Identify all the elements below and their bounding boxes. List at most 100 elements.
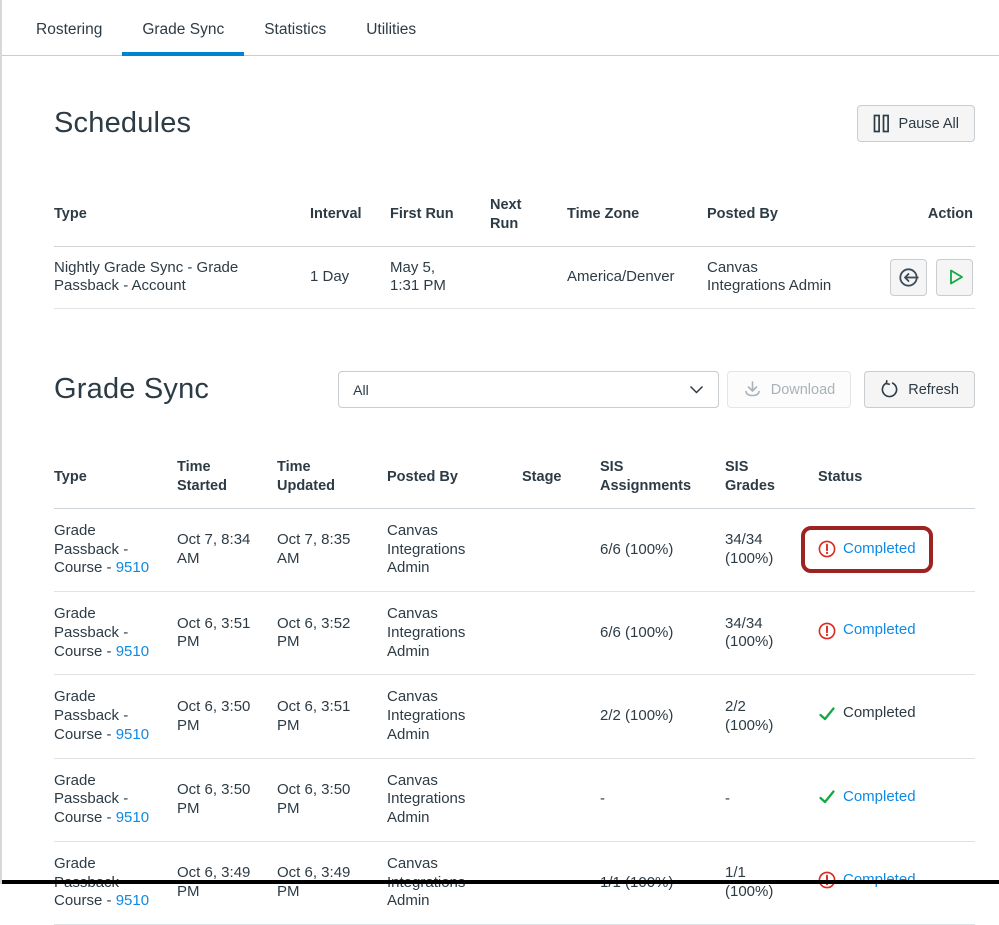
sync-type-text: Grade Passback - Course - xyxy=(54,521,129,577)
alert-icon xyxy=(818,540,836,558)
refresh-icon xyxy=(880,380,899,399)
time-updated: Oct 6, 3:50 PM xyxy=(277,758,387,842)
download-icon xyxy=(743,380,762,399)
col-header-posted-by: Posted By xyxy=(707,184,862,247)
stage xyxy=(522,591,600,676)
col-header-next-run: Next Run xyxy=(490,184,567,247)
sync-type: Grade Passback - Course - 9510 xyxy=(54,674,177,759)
sis-assignments: 6/6 (100%) xyxy=(600,508,725,593)
schedules-title: Schedules xyxy=(54,107,192,139)
stage xyxy=(522,508,600,593)
time-updated: Oct 6, 3:51 PM xyxy=(277,674,387,759)
pause-all-button[interactable]: Pause All xyxy=(856,105,975,142)
alert-icon xyxy=(818,622,836,640)
tab-bar: Rostering Grade Sync Statistics Utilitie… xyxy=(2,0,999,56)
sync-type-text: Grade Passback - Course - xyxy=(54,605,129,660)
time-started: Oct 6, 3:50 PM xyxy=(177,758,277,842)
schedule-type: Nightly Grade Sync - Grade Passback - Ac… xyxy=(54,246,310,310)
download-label: Download xyxy=(770,381,836,398)
schedule-time-zone: America/Denver xyxy=(567,246,707,310)
sync-type: Grade Passback - Course - 9510 xyxy=(54,591,177,676)
col-header-sis-assignments: SIS Assignments xyxy=(600,446,725,509)
status-badge: Completed xyxy=(818,788,916,807)
refresh-button[interactable]: Refresh xyxy=(864,371,975,409)
col-header-stage: Stage xyxy=(522,446,600,509)
play-icon xyxy=(944,266,966,288)
tab-utilities[interactable]: Utilities xyxy=(366,21,417,38)
posted-by: Canvas Integrations Admin xyxy=(387,591,522,676)
col-header-action: Action xyxy=(862,184,975,247)
sis-grades: 2/2 (100%) xyxy=(725,674,818,759)
grade-sync-row: Grade Passback - Course - 9510 Oct 6, 3:… xyxy=(54,591,975,676)
course-link[interactable]: 9510 xyxy=(115,892,150,910)
grade-sync-row: Grade Passback - Course - 9510 Oct 7, 8:… xyxy=(54,508,975,593)
sis-assignments: - xyxy=(600,758,725,842)
status-badge: Completed xyxy=(818,540,916,559)
grade-sync-row: Grade Passback - Course - 9510 Oct 6, 3:… xyxy=(54,674,975,759)
filter-selected-value: All xyxy=(353,381,369,398)
refresh-label: Refresh xyxy=(908,381,959,398)
tab-grade-sync[interactable]: Grade Sync xyxy=(122,5,245,56)
sync-type: Grade Passback - Course - 9510 xyxy=(54,508,177,593)
time-updated: Oct 7, 8:35 AM xyxy=(277,508,387,593)
schedule-row: Nightly Grade Sync - Grade Passback - Ac… xyxy=(54,246,975,310)
grade-sync-row: Grade Passback - Course - 9510 Oct 6, 3:… xyxy=(54,758,975,842)
col-header-interval: Interval xyxy=(310,184,390,247)
status-link[interactable]: Completed xyxy=(843,539,916,557)
schedules-header-row: Type Interval First Run Next Run Time Zo… xyxy=(54,184,975,247)
grade-sync-filter-select[interactable]: All xyxy=(338,371,720,409)
posted-by: Canvas Integrations Admin xyxy=(387,674,522,759)
schedule-next-run xyxy=(490,246,567,310)
sis-assignments: 2/2 (100%) xyxy=(600,674,725,759)
time-started: Oct 6, 3:51 PM xyxy=(177,591,277,676)
status-badge: Completed xyxy=(818,704,916,723)
schedule-history-button[interactable] xyxy=(890,258,927,296)
status-text: Completed xyxy=(843,704,916,722)
sis-grades: - xyxy=(725,758,818,842)
posted-by: Canvas Integrations Admin xyxy=(387,508,522,593)
stage xyxy=(522,758,600,842)
col-header-status: Status xyxy=(818,446,975,509)
col-header-time-started: Time Started xyxy=(177,446,277,509)
col-header-type: Type xyxy=(54,184,310,247)
sync-type-text: Grade Passback - Course - xyxy=(54,771,129,827)
schedule-run-button[interactable] xyxy=(936,258,973,296)
sis-grades: 34/34 (100%) xyxy=(725,591,818,676)
time-updated: Oct 6, 3:52 PM xyxy=(277,591,387,676)
status-link[interactable]: Completed xyxy=(843,621,916,639)
sis-assignments: 6/6 (100%) xyxy=(600,591,725,676)
status-badge: Completed xyxy=(818,621,916,640)
col-header-first-run: First Run xyxy=(390,184,490,247)
tab-rostering[interactable]: Rostering xyxy=(36,21,103,38)
tab-statistics[interactable]: Statistics xyxy=(264,21,327,38)
course-link[interactable]: 9510 xyxy=(115,559,150,577)
annotation-highlight-box: Completed xyxy=(801,525,933,573)
pause-all-label: Pause All xyxy=(898,115,959,132)
grade-sync-table: Type Time Started Time Updated Posted By… xyxy=(54,446,975,925)
schedule-first-run: May 5, 1:31 PM xyxy=(390,246,490,310)
col-header-time-updated: Time Updated xyxy=(277,446,387,509)
time-started: Oct 6, 3:50 PM xyxy=(177,674,277,759)
col-header-time-zone: Time Zone xyxy=(567,184,707,247)
col-header-posted-by: Posted By xyxy=(387,446,522,509)
schedules-table: Type Interval First Run Next Run Time Zo… xyxy=(54,184,975,310)
course-link[interactable]: 9510 xyxy=(115,725,150,743)
col-header-sis-grades: SIS Grades xyxy=(725,446,818,509)
chevron-down-icon xyxy=(689,385,704,395)
download-button[interactable]: Download xyxy=(726,371,852,409)
stage xyxy=(522,674,600,759)
posted-by: Canvas Integrations Admin xyxy=(387,758,522,842)
sync-type-text: Grade Passback - Course - xyxy=(54,688,129,743)
schedule-interval: 1 Day xyxy=(310,246,390,310)
course-link[interactable]: 9510 xyxy=(115,642,150,660)
check-icon xyxy=(818,705,836,723)
sync-type: Grade Passback - Course - 9510 xyxy=(54,758,177,842)
grade-sync-header-row: Type Time Started Time Updated Posted By… xyxy=(54,446,975,509)
grade-sync-title: Grade Sync xyxy=(54,373,210,406)
pause-icon xyxy=(873,114,890,133)
time-started: Oct 7, 8:34 AM xyxy=(177,508,277,593)
schedule-posted-by: Canvas Integrations Admin xyxy=(707,246,862,310)
status-link[interactable]: Completed xyxy=(843,787,916,805)
course-link[interactable]: 9510 xyxy=(115,809,150,827)
arrow-left-circle-icon xyxy=(897,266,920,289)
